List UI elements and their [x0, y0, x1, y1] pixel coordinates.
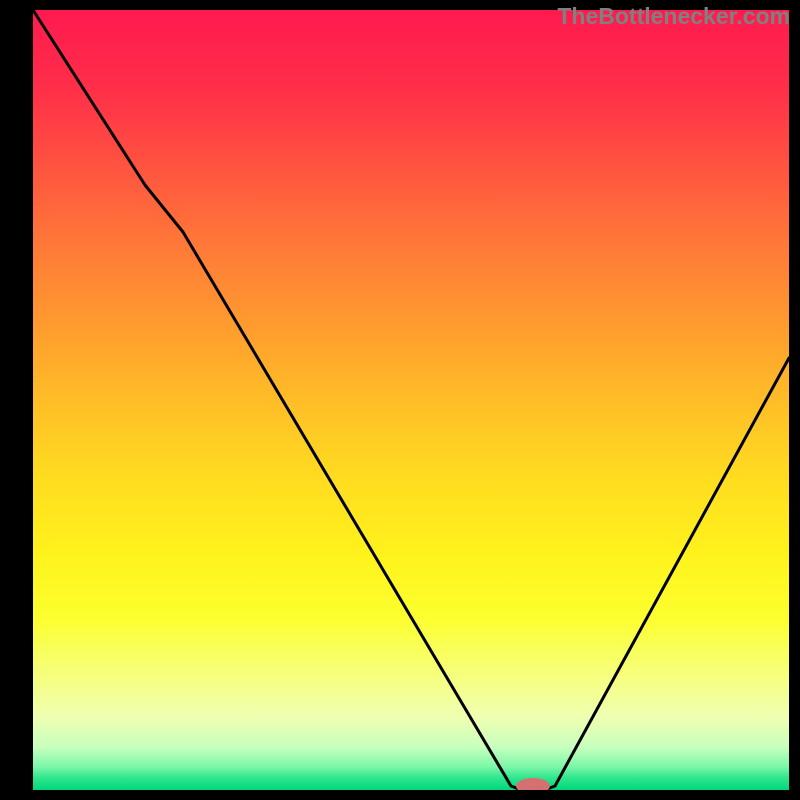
plot-background	[33, 10, 789, 790]
chart-frame: TheBottlenecker.com	[0, 0, 800, 800]
plot-svg	[33, 10, 789, 790]
plot-area	[33, 10, 789, 790]
watermark-text: TheBottlenecker.com	[557, 3, 790, 30]
